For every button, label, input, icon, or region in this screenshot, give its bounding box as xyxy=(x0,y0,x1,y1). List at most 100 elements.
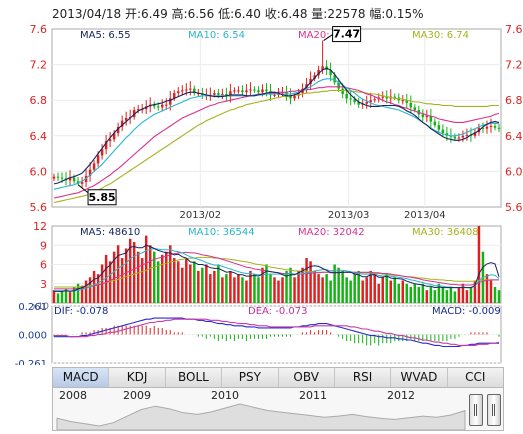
candle-body xyxy=(237,90,240,92)
candle-body xyxy=(60,177,64,179)
tab-rsi[interactable]: RSI xyxy=(335,368,392,387)
volume-bar xyxy=(337,267,340,303)
candle-body xyxy=(189,88,192,90)
volume-bar xyxy=(321,277,324,303)
volume-bar xyxy=(441,286,445,303)
volume-bar xyxy=(401,280,405,303)
navigator-trend xyxy=(56,403,466,430)
candle-body xyxy=(321,66,324,70)
volume-bar xyxy=(461,283,465,303)
candle-body xyxy=(461,135,465,138)
volume-y-tick: 12 xyxy=(33,220,47,233)
volume-bar xyxy=(449,286,453,303)
candle-body xyxy=(317,69,320,76)
volume-bar xyxy=(425,290,429,303)
volume-bar xyxy=(261,267,264,303)
volume-bar xyxy=(289,267,292,303)
volume-bar xyxy=(60,291,64,303)
volume-bar xyxy=(485,274,489,303)
volume-bar xyxy=(156,261,160,303)
volume-bar xyxy=(361,280,364,303)
tab-boll[interactable]: BOLL xyxy=(166,368,223,387)
volume-bar xyxy=(469,286,473,303)
price-ma30-line xyxy=(53,89,499,204)
y-tick-right: 7.6 xyxy=(505,23,523,36)
volume-bar xyxy=(112,251,116,303)
volume-bar xyxy=(152,251,156,303)
candle-body xyxy=(481,127,485,129)
volume-bar xyxy=(132,242,136,303)
candle-body xyxy=(72,177,76,182)
candle-body xyxy=(429,116,433,122)
volume-bar xyxy=(345,277,348,303)
navigator-year-label: 2012 xyxy=(387,389,415,402)
volume-ma5-line xyxy=(54,244,500,292)
volume-bar xyxy=(221,277,224,303)
range-end-handle[interactable] xyxy=(487,394,501,426)
price-legend-ma10: MA10: 6.54 xyxy=(188,30,245,41)
candle-body xyxy=(373,99,376,101)
y-tick-right: 5.6 xyxy=(505,201,523,214)
candle-body xyxy=(437,125,441,130)
volume-bar xyxy=(56,293,60,303)
candle-body xyxy=(365,101,368,104)
x-tick-label: 2013/04 xyxy=(404,210,446,221)
volume-ma10-line xyxy=(54,247,500,292)
candle-body xyxy=(333,75,336,83)
volume-bar xyxy=(329,280,332,303)
candle-body xyxy=(221,93,224,95)
candle-body xyxy=(233,90,236,92)
candle-body xyxy=(132,109,136,118)
volume-bar xyxy=(140,258,144,303)
volume-bar xyxy=(205,264,208,303)
volume-bar xyxy=(185,258,188,303)
volume-bar xyxy=(333,264,336,303)
candle-body xyxy=(385,96,388,99)
y-tick-left: 6.0 xyxy=(30,165,48,178)
tab-obv[interactable]: OBV xyxy=(279,368,335,387)
volume-bar xyxy=(293,277,296,303)
tab-cci[interactable]: CCI xyxy=(465,370,486,384)
volume-bar xyxy=(116,245,120,303)
volume-bar xyxy=(181,267,184,303)
volume-bar xyxy=(144,235,148,303)
volume-bar xyxy=(497,290,501,303)
volume-bar xyxy=(269,274,272,303)
volume-bar xyxy=(92,270,96,303)
candle-body xyxy=(161,104,164,108)
macd-y-tick: -0.261 xyxy=(15,359,47,365)
macd-y-tick: 0.000 xyxy=(18,331,47,342)
stock-chart[interactable]: 7.6 7.6 7.2 7.2 6.8 6.8 6.4 6.4 6.0 6.0 5.6 5.6 2013… xyxy=(0,0,523,365)
y-tick-left: 7.6 xyxy=(30,23,48,36)
volume-bar xyxy=(169,245,172,303)
volume-bar xyxy=(301,267,304,303)
candle-body xyxy=(136,109,140,111)
volume-bar xyxy=(265,264,268,303)
tab-macd[interactable]: MACD xyxy=(53,368,110,387)
volume-bar xyxy=(120,258,124,303)
range-start-handle[interactable] xyxy=(469,394,483,426)
volume-bar xyxy=(225,274,228,303)
y-tick-left: 6.8 xyxy=(30,94,48,107)
candle-body xyxy=(489,126,493,128)
volume-bar xyxy=(245,280,248,303)
tab-kdj[interactable]: KDJ xyxy=(109,368,166,387)
candle-body xyxy=(165,104,168,106)
y-tick-right: 6.4 xyxy=(505,130,523,143)
volume-bar xyxy=(136,251,140,303)
time-range-navigator[interactable]: 2008 2009 2010 2011 2012 xyxy=(52,387,504,431)
quote-summary: 2013/04/18 开:6.49 高:6.56 低:6.40 收:6.48 量… xyxy=(52,7,424,21)
candle-body xyxy=(156,106,160,108)
candle-body xyxy=(433,121,437,126)
candle-body xyxy=(100,149,104,156)
volume-bar xyxy=(341,270,344,303)
volume-bar xyxy=(325,274,328,303)
candle-body xyxy=(405,100,409,103)
tab-psy[interactable]: PSY xyxy=(222,368,279,387)
volume-bar xyxy=(233,277,236,303)
volume-bar xyxy=(389,280,392,303)
volume-bar xyxy=(64,288,68,303)
high-label: 7.47 xyxy=(333,28,360,41)
tab-wvad[interactable]: WVAD xyxy=(391,368,448,387)
candle-body xyxy=(92,163,96,170)
